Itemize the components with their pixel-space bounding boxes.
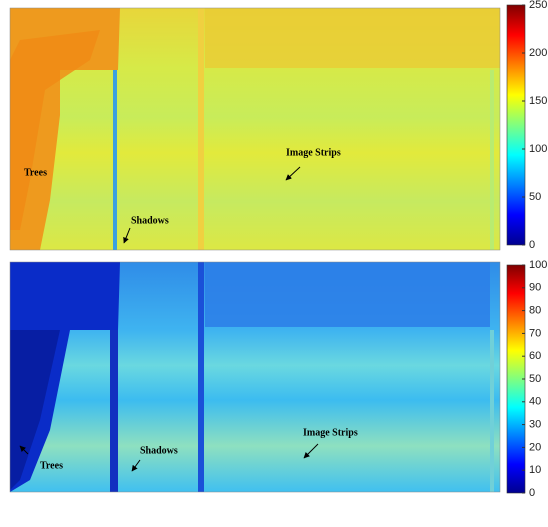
field-top [205, 8, 500, 68]
raster-panel: 0 50 100 150 200 250 Trees Shadows Image Strips [10, 0, 547, 251]
shadow-line [110, 330, 118, 492]
colorbar-tick-label: 250 [529, 0, 547, 11]
figure: 050100150200250TreesShadowsImage Strips0… [0, 0, 548, 527]
colorbar-tick-label: 50 [529, 373, 541, 385]
colorbar-tick-label: 60 [529, 350, 541, 362]
road [198, 262, 204, 492]
annotation: Trees [24, 167, 47, 178]
colorbar [507, 5, 525, 245]
colorbar-tick-label: 80 [529, 305, 541, 317]
road [198, 8, 204, 250]
colorbar-tick-label: 100 [529, 259, 547, 271]
annotation: Shadows [140, 445, 178, 456]
edge [490, 330, 494, 492]
annotation: Image Strips [286, 147, 341, 158]
raster-panel: 0 10 20 30 40 50 60 70 80 90 100 Image Strips Shadow… [10, 259, 547, 499]
colorbar-tick-label: 0 [529, 487, 535, 499]
annotation: Shadows [131, 215, 169, 226]
colorbar-tick-label: 90 [529, 282, 541, 294]
colorbar-tick-label: 50 [529, 191, 541, 203]
annotation: Trees [40, 460, 63, 471]
shadow-line [113, 70, 117, 250]
colorbar-tick-label: 40 [529, 396, 541, 408]
colorbar-tick-label: 30 [529, 419, 541, 431]
colorbar-tick-label: 100 [529, 143, 547, 155]
colorbar-tick-label: 20 [529, 441, 541, 453]
colorbar-tick-label: 200 [529, 47, 547, 59]
colorbar-tick-label: 0 [529, 239, 535, 251]
edge [490, 70, 494, 250]
colorbar-tick-label: 10 [529, 464, 541, 476]
field-top [205, 262, 490, 327]
annotation: Image Strips [303, 427, 358, 438]
colorbar-tick-label: 150 [529, 95, 547, 107]
colorbar-tick-label: 70 [529, 327, 541, 339]
